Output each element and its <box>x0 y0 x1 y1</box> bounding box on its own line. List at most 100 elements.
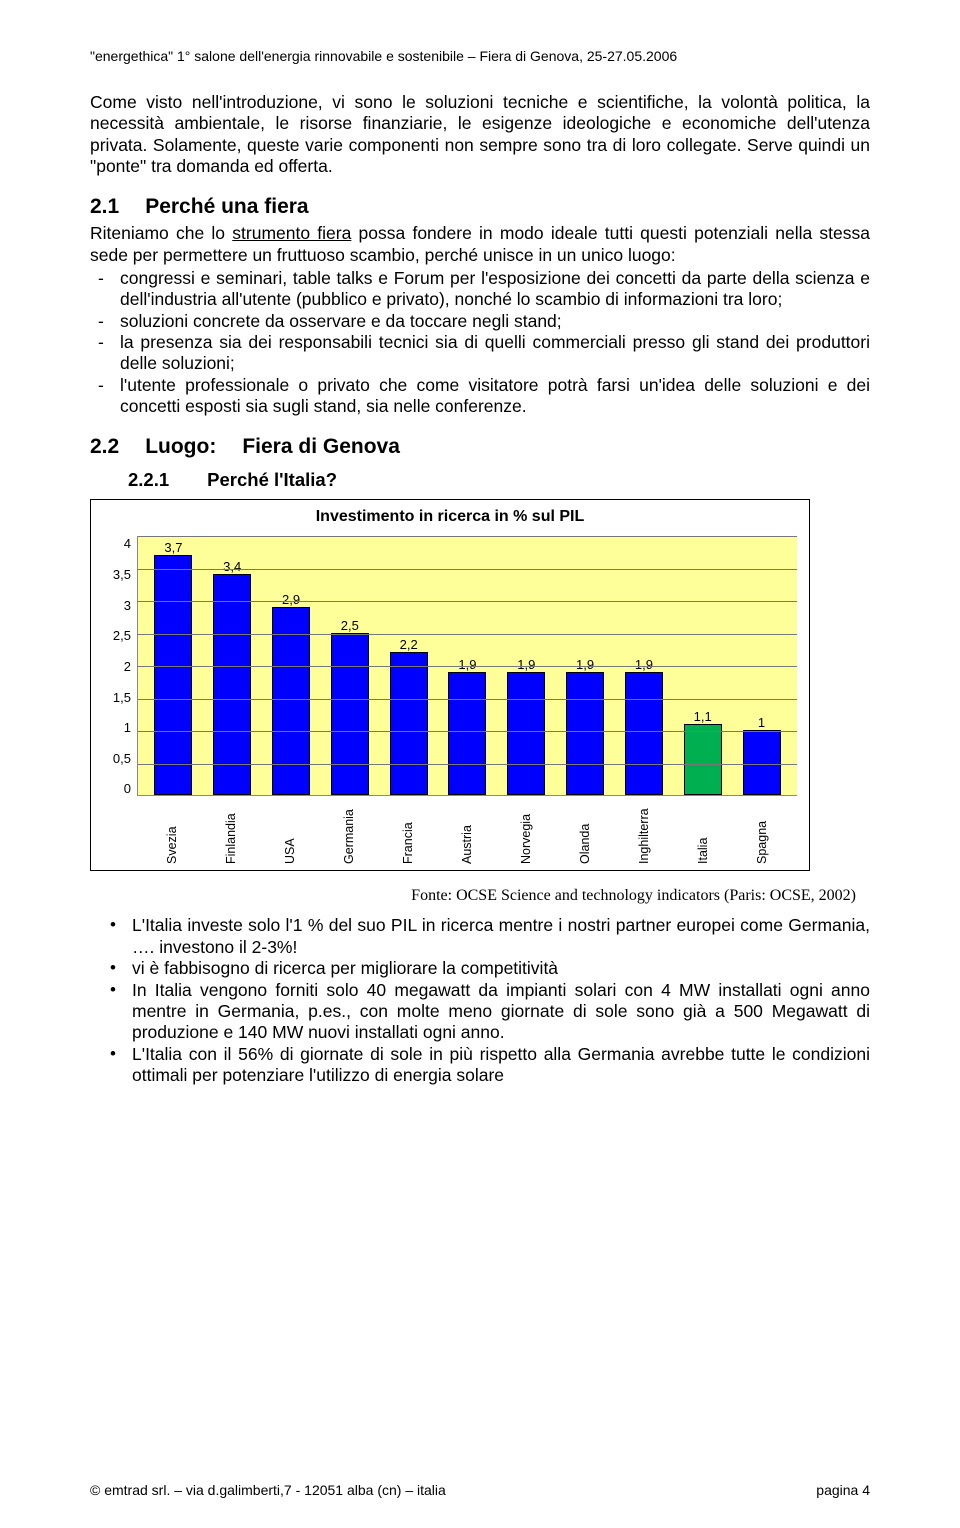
bar-value-label: 3,7 <box>164 541 182 554</box>
bar-wrap: 1 <box>739 716 785 795</box>
section-2-1-lead: Riteniamo che lo strumento fiera possa f… <box>90 223 870 266</box>
x-tick-label: Germania <box>326 798 372 864</box>
bar <box>390 652 428 795</box>
y-tick-label: 2,5 <box>113 628 131 643</box>
bar-wrap: 3,7 <box>150 541 196 796</box>
gridline <box>138 666 797 667</box>
list-item: L'Italia investe solo l'1 % del suo PIL … <box>90 915 870 958</box>
bar <box>272 607 310 796</box>
x-axis: Svezia Finlandia USA Germania Francia Austria… <box>103 796 797 864</box>
x-tick-label: Svezia <box>149 798 195 864</box>
plot-area: 3,7 3,4 2,9 2,5 2,2 1,9 1,9 1,9 1,9 1,1 1 <box>137 536 797 796</box>
list-item: soluzioni concrete da osservare e da toc… <box>90 311 870 332</box>
bar <box>743 730 781 795</box>
gridline <box>138 536 797 537</box>
gridline <box>138 569 797 570</box>
bar <box>625 672 663 796</box>
bullet-list: L'Italia investe solo l'1 % del suo PIL … <box>90 915 870 1086</box>
bar-wrap: 2,5 <box>327 619 373 796</box>
bar-wrap: 2,9 <box>268 593 314 796</box>
list-item: vi è fabbisogno di ricerca per migliorar… <box>90 958 870 979</box>
y-tick-label: 0 <box>124 781 131 796</box>
chart-container: Investimento in ricerca in % sul PIL 4 3,… <box>90 499 810 871</box>
bar-value-label: 2,9 <box>282 593 300 606</box>
intro-paragraph: Come visto nell'introduzione, vi sono le… <box>90 92 870 177</box>
section-2-2-num: 2.2 <box>90 435 119 459</box>
bar <box>154 555 192 796</box>
bar <box>448 672 486 796</box>
bar-value-label: 1,9 <box>576 658 594 671</box>
gridline <box>138 731 797 732</box>
section-2-2-heading: 2.2 Luogo: Fiera di Genova <box>90 435 870 459</box>
section-2-1-list: congressi e seminari, table talks e Foru… <box>90 268 870 417</box>
x-tick-label: Norvegia <box>503 798 549 864</box>
t: vi è <box>132 958 164 978</box>
list-item: L'Italia con il 56% di giornate di sole … <box>90 1044 870 1087</box>
list-item: congressi e seminari, table talks e Foru… <box>90 268 870 311</box>
page-footer: © emtrad srl. – via d.galimberti,7 - 120… <box>90 1482 870 1498</box>
section-2-2-1-heading: 2.2.1 Perché l'Italia? <box>128 469 870 491</box>
gridline <box>138 764 797 765</box>
section-2-2-title: Luogo: <box>145 435 216 459</box>
x-tick-label: Finlandia <box>208 798 254 864</box>
y-tick-label: 2 <box>124 659 131 674</box>
page-header: "energethica" 1° salone dell'energia rin… <box>90 48 870 64</box>
bar-value-label: 1,9 <box>517 658 535 671</box>
section-2-2-title2: Fiera di Genova <box>242 435 400 459</box>
footer-right: pagina 4 <box>816 1482 870 1498</box>
bar-wrap: 1,9 <box>444 658 490 796</box>
bar-value-label: 1,9 <box>635 658 653 671</box>
footer-left: © emtrad srl. – via d.galimberti,7 - 120… <box>90 1482 446 1498</box>
chart-source: Fonte: OCSE Science and technology indic… <box>90 887 856 905</box>
gridline <box>138 634 797 635</box>
bar <box>684 724 722 796</box>
y-tick-label: 0,5 <box>113 751 131 766</box>
section-2-1-heading: 2.1 Perché una fiera <box>90 195 870 219</box>
gridline <box>138 699 797 700</box>
t: con il 56% di giornate di sole in più ri… <box>182 1044 792 1064</box>
bar-value-label: 1,1 <box>694 710 712 723</box>
bar <box>507 672 545 796</box>
bar <box>213 574 251 795</box>
list-item: In Italia vengono forniti solo 40 megawa… <box>90 980 870 1044</box>
t-underline: L'Italia <box>132 1044 182 1064</box>
bar-wrap: 1,9 <box>562 658 608 796</box>
bar-wrap: 1,1 <box>680 710 726 796</box>
bar-value-label: 2,5 <box>341 619 359 632</box>
bar-wrap: 3,4 <box>209 560 255 795</box>
bar-value-label: 1 <box>758 716 765 729</box>
section-2-1-title: Perché una fiera <box>145 195 308 219</box>
y-tick-label: 3 <box>124 598 131 613</box>
x-tick-label: Italia <box>680 798 726 864</box>
x-tick-label: Francia <box>385 798 431 864</box>
x-tick-label: USA <box>267 798 313 864</box>
bar-value-label: 3,4 <box>223 560 241 573</box>
lead-a: Riteniamo che lo <box>90 223 232 243</box>
section-2-1-num: 2.1 <box>90 195 119 219</box>
chart-title: Investimento in ricerca in % sul PIL <box>103 508 797 526</box>
x-tick-label: Austria <box>444 798 490 864</box>
y-tick-label: 1,5 <box>113 690 131 705</box>
y-tick-label: 3,5 <box>113 567 131 582</box>
y-tick-label: 4 <box>124 536 131 551</box>
list-item: la presenza sia dei responsabili tecnici… <box>90 332 870 375</box>
x-tick-label: Spagna <box>739 798 785 864</box>
bar <box>566 672 604 796</box>
y-axis: 4 3,5 3 2,5 2 1,5 1 0,5 0 <box>103 536 137 796</box>
section-2-2-1-title: Perché l'Italia? <box>207 469 337 491</box>
bar-wrap: 2,2 <box>386 638 432 795</box>
section-2-2-1-num: 2.2.1 <box>128 469 169 491</box>
bar-wrap: 1,9 <box>503 658 549 796</box>
gridline <box>138 601 797 602</box>
bar-value-label: 1,9 <box>458 658 476 671</box>
x-tick-label: Inghilterra <box>621 798 667 864</box>
list-item: l'utente professionale o privato che com… <box>90 375 870 418</box>
x-tick-label: Olanda <box>562 798 608 864</box>
lead-underline: strumento fiera <box>232 223 351 243</box>
bar-value-label: 2,2 <box>400 638 418 651</box>
t-underline: fabbisogno di ricerca per migliorare la … <box>164 958 558 978</box>
y-tick-label: 1 <box>124 720 131 735</box>
bar-wrap: 1,9 <box>621 658 667 796</box>
bar <box>331 633 369 796</box>
chart-area: 4 3,5 3 2,5 2 1,5 1 0,5 0 3,7 3,4 2,9 2,5 2,2 1,9 1,9 1… <box>103 536 797 796</box>
